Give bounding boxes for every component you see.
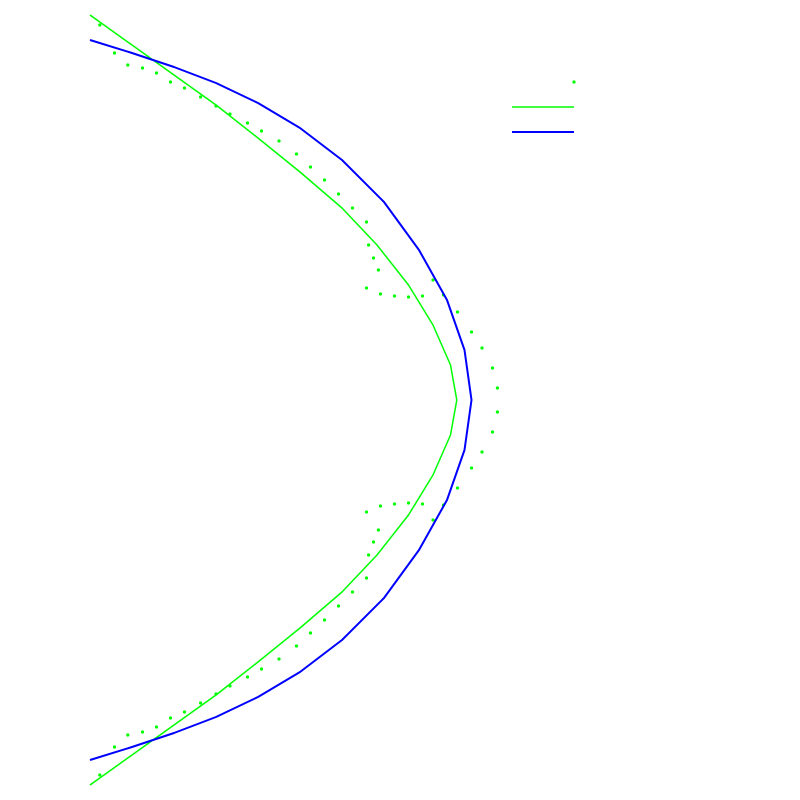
series-0-point-11: [259, 129, 264, 133]
series-0-point-31: [480, 346, 484, 350]
series-0-point-3: [140, 66, 145, 70]
series-0-point-20: [371, 256, 376, 260]
series-0-point-61: [182, 710, 187, 714]
series-0-point-64: [140, 730, 145, 734]
series-0-point-16: [336, 192, 341, 196]
legend-marker-0: [572, 80, 576, 84]
series-0-point-38: [455, 486, 460, 490]
series-0-point-67: [98, 773, 102, 777]
series-0-point-42: [406, 501, 411, 505]
series-0-point-52: [322, 618, 327, 622]
series-0-point-2: [126, 63, 130, 67]
series-0-point-35: [490, 430, 495, 434]
series-0-point-40: [431, 518, 435, 522]
series-0-point-57: [245, 675, 250, 679]
series-0-point-10: [245, 121, 250, 125]
series-0-point-26: [420, 294, 425, 298]
series-0-point-33: [495, 386, 499, 390]
series-0-point-65: [126, 733, 130, 737]
series-0-points: [98, 23, 499, 777]
series-0-point-25: [406, 295, 411, 299]
series-0-point-49: [364, 576, 369, 580]
series-0-point-46: [376, 528, 380, 532]
series-0-point-50: [350, 590, 355, 594]
series-0-point-1: [112, 51, 117, 55]
series-0-point-15: [322, 178, 327, 182]
series-0-point-55: [277, 657, 281, 661]
series-0-point-56: [259, 667, 264, 671]
series-0-point-60: [199, 701, 203, 705]
series-0-point-23: [378, 292, 383, 296]
series-0-point-43: [392, 502, 397, 506]
series-0-point-21: [376, 268, 380, 272]
series-0-point-66: [112, 745, 117, 749]
series-0-point-7: [199, 95, 203, 99]
legend: [512, 80, 576, 133]
series-0-point-29: [455, 310, 460, 314]
series-0-point-53: [308, 631, 313, 635]
series-0-point-4: [154, 71, 159, 75]
series-0-point-51: [336, 604, 341, 608]
series-0-point-0: [98, 23, 102, 27]
series-0-point-37: [469, 466, 474, 470]
series-0-point-41: [420, 502, 425, 506]
series-0-point-6: [182, 86, 187, 90]
series-0-point-14: [308, 165, 313, 169]
series-0-point-19: [367, 243, 371, 247]
series-0-point-18: [364, 220, 369, 224]
series-0-point-5: [168, 80, 173, 84]
series-0-point-63: [154, 725, 159, 729]
series-0-point-54: [294, 644, 299, 648]
series-1-line: [89, 14, 458, 786]
series-0-point-62: [168, 716, 173, 720]
series-0-point-32: [490, 366, 495, 370]
series-0-point-48: [367, 553, 371, 557]
series-0-point-22: [364, 286, 369, 290]
series-0-point-17: [350, 206, 355, 210]
series-0-point-24: [392, 294, 397, 298]
series-0-point-30: [469, 330, 474, 334]
plot-area: [89, 14, 499, 786]
series-0-point-13: [294, 152, 299, 156]
series-0-point-36: [480, 450, 484, 454]
series-0-point-47: [371, 540, 376, 544]
series-0-point-12: [277, 139, 281, 143]
series-0-point-44: [378, 504, 383, 508]
series-2-line: [89, 39, 473, 761]
series-0-point-45: [364, 510, 369, 514]
series-0-point-34: [495, 410, 499, 414]
series-0-point-27: [431, 278, 435, 282]
